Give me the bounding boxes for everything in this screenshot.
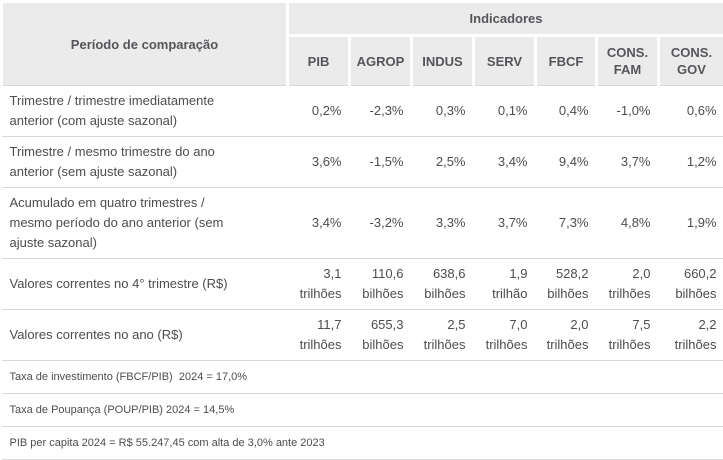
value-cell: 3,3% bbox=[412, 188, 474, 259]
note-row: Taxa de investimento (FBCF/PIB) 2024 = 1… bbox=[2, 361, 723, 394]
column-header-agrop: AGROP bbox=[350, 36, 412, 86]
value-cell: -1,5% bbox=[350, 137, 412, 188]
note-text: Taxa de investimento (FBCF/PIB) 2024 = 1… bbox=[2, 361, 723, 394]
value-cell: 655,3 bilhões bbox=[350, 310, 412, 361]
value-cell: 9,4% bbox=[536, 137, 597, 188]
value-cell: 638,6 bilhões bbox=[412, 259, 474, 310]
value-cell: 1,9 trilhão bbox=[474, 259, 536, 310]
table-row: Valores correntes no 4° trimestre (R$)3,… bbox=[2, 259, 723, 310]
column-header-pib: PIB bbox=[288, 36, 350, 86]
column-header-indus: INDUS bbox=[412, 36, 474, 86]
value-cell: 0,2% bbox=[288, 86, 350, 137]
value-cell: 1,9% bbox=[659, 188, 723, 259]
value-cell: 2,0 trilhões bbox=[597, 259, 659, 310]
value-cell: 3,1 trilhões bbox=[288, 259, 350, 310]
value-cell: 3,4% bbox=[474, 137, 536, 188]
note-row: PIB per capita 2024 = R$ 55.247,45 com a… bbox=[2, 427, 723, 460]
note-text: Taxa de Poupança (POUP/PIB) 2024 = 14,5% bbox=[2, 394, 723, 427]
column-header-fbcf: FBCF bbox=[536, 36, 597, 86]
note-text: PIB per capita 2024 = R$ 55.247,45 com a… bbox=[2, 427, 723, 460]
value-cell: 1,2% bbox=[659, 137, 723, 188]
column-header-serv: SERV bbox=[474, 36, 536, 86]
value-cell: 110,6 bilhões bbox=[350, 259, 412, 310]
top-header-row: Período de comparação Indicadores bbox=[2, 2, 723, 36]
value-cell: 528,2 bilhões bbox=[536, 259, 597, 310]
value-cell: 3,7% bbox=[597, 137, 659, 188]
note-row: Taxa de Poupança (POUP/PIB) 2024 = 14,5% bbox=[2, 394, 723, 427]
value-cell: -2,3% bbox=[350, 86, 412, 137]
value-cell: 2,2 trilhões bbox=[659, 310, 723, 361]
value-cell: 0,6% bbox=[659, 86, 723, 137]
table-row: Trimestre / mesmo trimestre do ano anter… bbox=[2, 137, 723, 188]
column-header-cons-fam: CONS. FAM bbox=[597, 36, 659, 86]
row-label: Valores correntes no ano (R$) bbox=[2, 310, 288, 361]
table-body: Trimestre / trimestre imediatamente ante… bbox=[2, 86, 723, 460]
value-cell: 0,1% bbox=[474, 86, 536, 137]
value-cell: 7,5 trilhões bbox=[597, 310, 659, 361]
value-cell: 2,5 trilhões bbox=[412, 310, 474, 361]
row-label: Trimestre / mesmo trimestre do ano anter… bbox=[2, 137, 288, 188]
value-cell: 7,3% bbox=[536, 188, 597, 259]
value-cell: 3,7% bbox=[474, 188, 536, 259]
value-cell: 2,5% bbox=[412, 137, 474, 188]
value-cell: 0,4% bbox=[536, 86, 597, 137]
value-cell: 3,6% bbox=[288, 137, 350, 188]
value-cell: 2,0 trilhões bbox=[536, 310, 597, 361]
table-row: Trimestre / trimestre imediatamente ante… bbox=[2, 86, 723, 137]
value-cell: -1,0% bbox=[597, 86, 659, 137]
row-label: Valores correntes no 4° trimestre (R$) bbox=[2, 259, 288, 310]
value-cell: 3,4% bbox=[288, 188, 350, 259]
indicators-group-header: Indicadores bbox=[288, 2, 723, 36]
value-cell: 7,0 trilhões bbox=[474, 310, 536, 361]
period-comparison-header: Período de comparação bbox=[2, 2, 288, 86]
value-cell: 0,3% bbox=[412, 86, 474, 137]
value-cell: -3,2% bbox=[350, 188, 412, 259]
table-row: Valores correntes no ano (R$)11,7 trilhõ… bbox=[2, 310, 723, 361]
row-label: Trimestre / trimestre imediatamente ante… bbox=[2, 86, 288, 137]
row-label: Acumulado em quatro trimestres / mesmo p… bbox=[2, 188, 288, 259]
table-row: Acumulado em quatro trimestres / mesmo p… bbox=[2, 188, 723, 259]
column-header-cons-gov: CONS. GOV bbox=[659, 36, 723, 86]
value-cell: 660,2 bilhões bbox=[659, 259, 723, 310]
value-cell: 4,8% bbox=[597, 188, 659, 259]
value-cell: 11,7 trilhões bbox=[288, 310, 350, 361]
